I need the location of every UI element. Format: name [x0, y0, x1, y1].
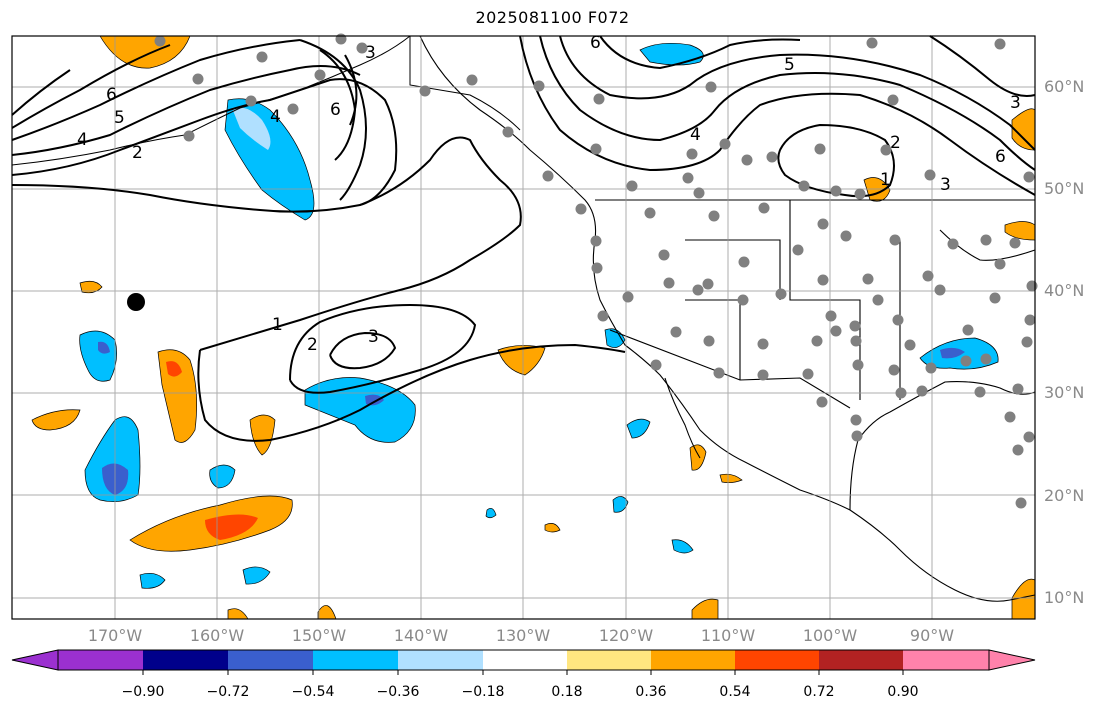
contour-label: 2 — [307, 335, 318, 355]
station-markers — [154, 33, 1038, 509]
lon-label: 140°W — [393, 626, 449, 645]
contour-label: 4 — [77, 130, 88, 150]
colorbar-swatch — [313, 650, 398, 670]
contour-label: 5 — [784, 55, 795, 75]
colorbar-swatch — [483, 650, 567, 670]
contour-label: 3 — [1010, 93, 1021, 113]
contour-label: 4 — [690, 125, 701, 145]
colorbar-extend-low — [11, 649, 59, 671]
lat-label: 10°N — [1044, 588, 1085, 607]
colorbar-tick-label: 0.72 — [803, 684, 835, 700]
colorbar-swatch — [143, 650, 228, 670]
colorbar-tick-label: 0.54 — [719, 684, 751, 700]
colorbar-swatch — [567, 650, 651, 670]
colorbar-swatch — [398, 650, 483, 670]
colorbar-tick-label: −0.72 — [206, 684, 250, 700]
lon-label: 130°W — [495, 626, 551, 645]
contour-label: 3 — [365, 43, 376, 63]
lon-label: 120°W — [598, 626, 654, 645]
lat-label: 30°N — [1044, 383, 1085, 402]
colorbar-tick-label: 0.18 — [551, 684, 583, 700]
colorbar — [11, 649, 1036, 675]
contour-label: 6 — [995, 147, 1006, 167]
contour-label: 6 — [106, 85, 117, 105]
colorbar-swatch — [58, 650, 143, 670]
contour-label: 2 — [890, 133, 901, 153]
lon-label: 90°W — [909, 626, 955, 645]
lat-label: 40°N — [1044, 281, 1085, 300]
colorbar-tick-label: −0.18 — [461, 684, 505, 700]
lon-label: 160°W — [189, 626, 245, 645]
contour-label: 1 — [880, 170, 891, 190]
lon-label: 100°W — [802, 626, 858, 645]
colorbar-swatch — [228, 650, 313, 670]
colorbar-tick-label: 0.90 — [887, 684, 919, 700]
colorbar-tick-label: −0.90 — [121, 684, 165, 700]
colorbar-tick-label: −0.36 — [376, 684, 420, 700]
contour-labels: 6 5 4 3 2 1 6 5 4 3 2 1 2 3 4 6 3 6 — [77, 33, 1021, 355]
contour-label: 3 — [368, 327, 379, 347]
contour-label: 6 — [330, 100, 341, 120]
special-point-marker — [127, 293, 145, 311]
lon-label: 170°W — [87, 626, 143, 645]
colorbar-extend-high — [988, 649, 1036, 671]
contour-label: 1 — [272, 315, 283, 335]
lat-label: 60°N — [1044, 77, 1085, 96]
colorbar-swatch — [819, 650, 903, 670]
contour-label: 4 — [270, 107, 281, 127]
colorbar-tick-label: 0.36 — [635, 684, 667, 700]
map-frame — [11, 35, 1036, 620]
lon-label: 150°W — [291, 626, 347, 645]
colorbar-swatch — [735, 650, 819, 670]
contour-label: 3 — [940, 175, 951, 195]
colorbar-swatch — [651, 650, 735, 670]
contour-lines — [11, 35, 1036, 442]
colorbar-tick-label: −0.54 — [291, 684, 335, 700]
contour-label: 2 — [132, 143, 143, 163]
lat-label: 20°N — [1044, 486, 1085, 505]
contour-label: 6 — [590, 33, 601, 53]
map-title: 2025081100 F072 — [475, 8, 630, 27]
contour-label: 5 — [114, 108, 125, 128]
colorbar-swatch — [903, 650, 989, 670]
lat-label: 50°N — [1044, 179, 1085, 198]
lon-label: 110°W — [700, 626, 756, 645]
